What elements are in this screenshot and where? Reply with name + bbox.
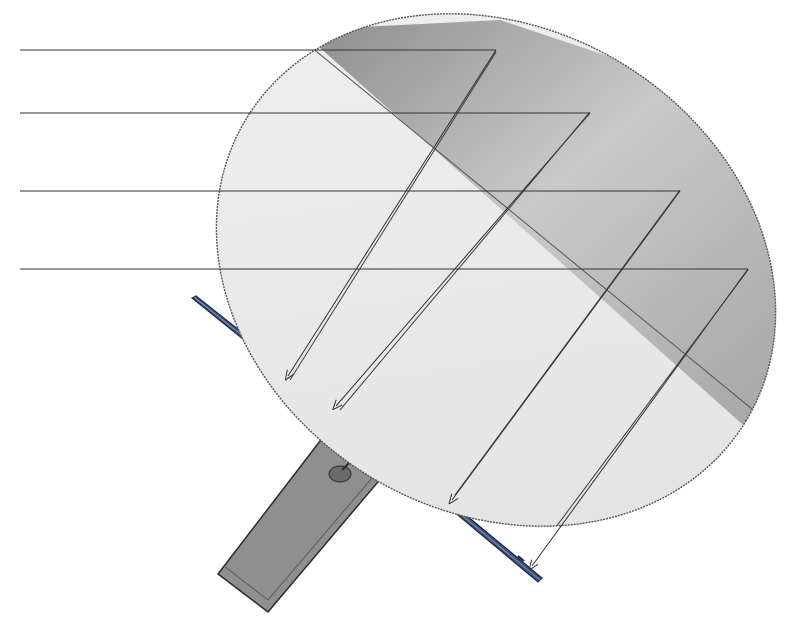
reflector-panel-lines <box>289 37 781 556</box>
reflector-rim <box>215 13 777 527</box>
reflected-rays <box>288 49 749 566</box>
parabolic-reflector <box>215 13 800 556</box>
reflected-ray <box>336 112 591 406</box>
reflected-ray <box>452 190 681 500</box>
incoming-rays <box>20 49 748 270</box>
reflector-shaded-band <box>300 20 800 440</box>
reflected-ray <box>288 49 497 376</box>
reflected-ray <box>532 268 749 566</box>
